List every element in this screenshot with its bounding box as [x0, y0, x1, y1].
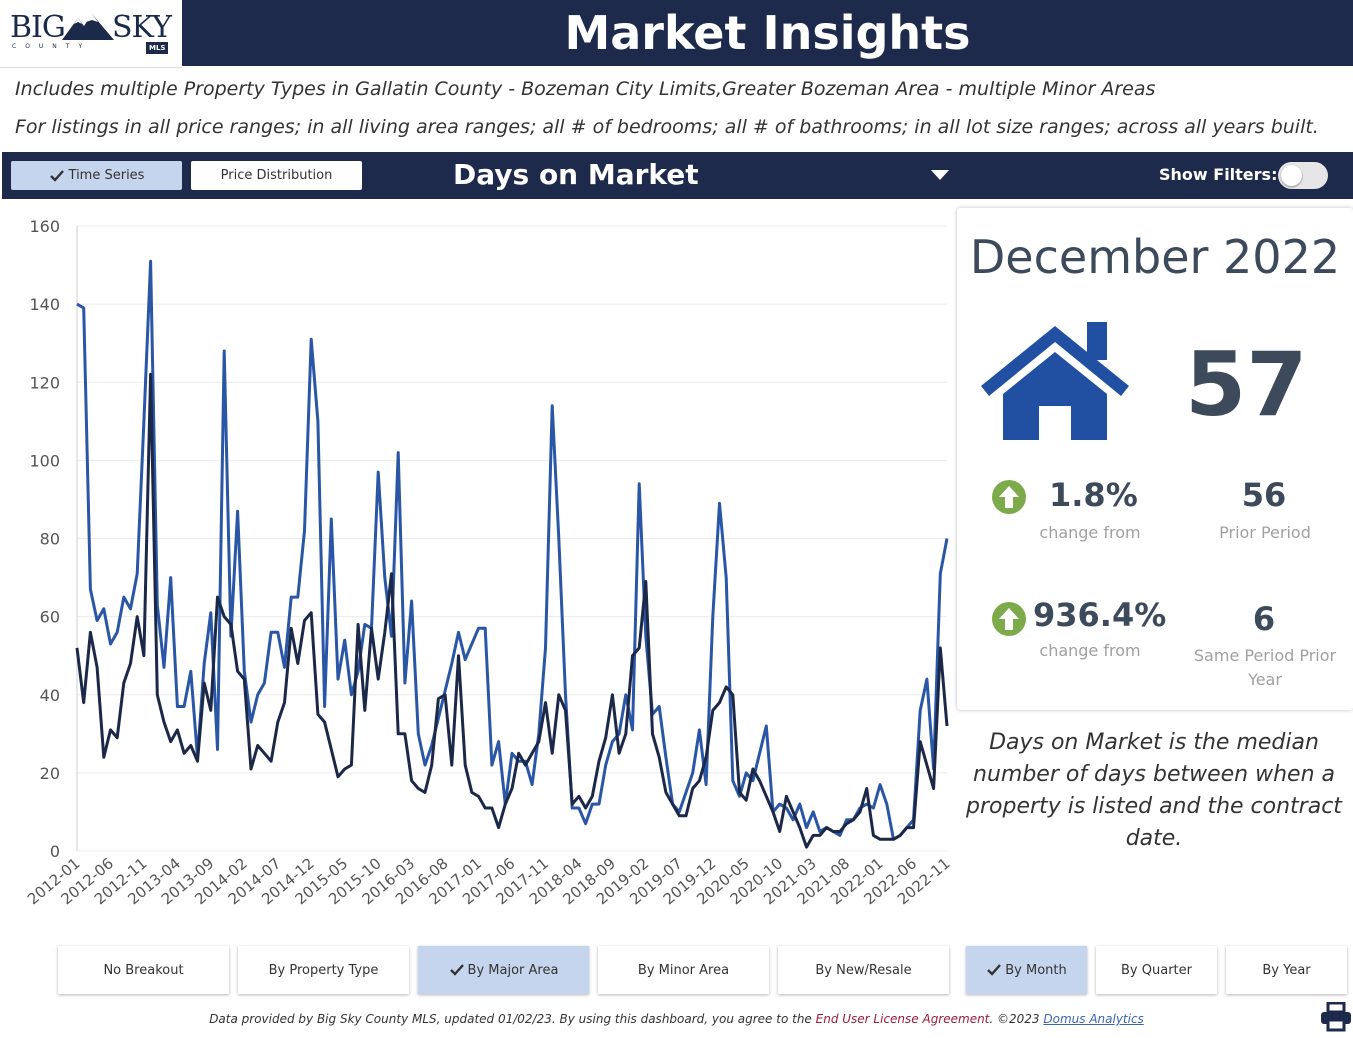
- y-tick-label: 140: [29, 295, 60, 314]
- days-on-market-chart: 0 20 40 60 80 100 120 140 160 2012-012012-062012…: [24, 217, 954, 908]
- y-tick-label: 80: [40, 530, 60, 549]
- by-month-button[interactable]: By Month: [966, 946, 1087, 994]
- metric-label: Days on Market: [453, 158, 699, 191]
- series-line-1: [76, 259, 949, 841]
- y-tick-label: 160: [29, 217, 60, 236]
- chevron-down-icon: [931, 170, 949, 180]
- footer-text: Data provided by Big Sky County MLS, upd…: [209, 1012, 816, 1026]
- button-label: By Quarter: [1121, 962, 1192, 978]
- same-period-prior-year-label: Same Period Prior Year: [1193, 646, 1337, 689]
- arrow-up-icon: [992, 480, 1026, 514]
- change-label: change from: [1039, 523, 1141, 542]
- yoy-change-percent: 936.4%: [1033, 596, 1167, 634]
- y-tick-label: 100: [29, 451, 60, 470]
- print-icon[interactable]: [1320, 1002, 1352, 1032]
- footer-copyright: . ©2023: [989, 1012, 1044, 1026]
- logo-sky: SKY: [112, 10, 172, 45]
- y-tick-label: 120: [29, 373, 60, 392]
- x-axis-ticks: 2012-012012-062012-112013-042013-092014-…: [24, 854, 954, 908]
- filter-summary-line-2: For listings in all price ranges; in all…: [15, 116, 1319, 138]
- page-title: Market Insights: [564, 6, 971, 60]
- no-breakout-button[interactable]: No Breakout: [58, 946, 229, 994]
- eula-link[interactable]: End User License Agreement: [815, 1012, 990, 1026]
- prior-period-label: Prior Period: [1219, 523, 1311, 542]
- checkmark-icon: [449, 964, 464, 976]
- by-quarter-button[interactable]: By Quarter: [1096, 946, 1217, 994]
- domus-analytics-link[interactable]: Domus Analytics: [1043, 1012, 1144, 1026]
- series-line-2: [75, 372, 949, 849]
- metric-definition: Days on Market is the median number of d…: [966, 730, 1342, 851]
- filter-summary-line-1: Includes multiple Property Types in Gall…: [15, 78, 1156, 100]
- by-property-type-button[interactable]: By Property Type: [238, 946, 409, 994]
- y-axis-ticks: 0 20 40 60 80 100 120 140 160: [29, 217, 60, 861]
- mountain-logo-icon: [62, 14, 114, 40]
- change-percent: 1.8%: [1049, 476, 1138, 514]
- button-label: By Minor Area: [637, 962, 730, 978]
- button-label: By Property Type: [268, 962, 379, 978]
- price-distribution-button[interactable]: Price Distribution: [191, 161, 362, 190]
- time-series-button[interactable]: Time Series: [11, 161, 182, 190]
- y-tick-label: 40: [40, 686, 60, 705]
- by-year-button[interactable]: By Year: [1226, 946, 1347, 994]
- yoy-change-label: change from: [1039, 641, 1141, 660]
- price-distribution-label: Price Distribution: [220, 168, 333, 183]
- kpi-card: December 2022 57 1.8% change from 56 Pri…: [957, 208, 1353, 710]
- logo: BIG SKY COUNTY MLS: [0, 0, 182, 68]
- button-label: By Major Area: [467, 962, 559, 978]
- toolbar: Time Series Price Distribution Days on M…: [2, 152, 1353, 199]
- house-icon: [981, 322, 1129, 440]
- checkmark-icon: [987, 964, 1002, 976]
- header: BIG SKY COUNTY MLS Market Insights: [0, 0, 1353, 68]
- metric-dropdown[interactable]: Days on Market: [443, 152, 963, 199]
- same-period-prior-year-value: 6: [1252, 600, 1276, 638]
- show-filters-label: Show Filters:: [1159, 165, 1278, 184]
- chart-series: [75, 259, 949, 849]
- checkmark-icon: [49, 169, 64, 182]
- y-tick-label: 0: [50, 842, 60, 861]
- toggle-knob: [1281, 165, 1302, 186]
- button-label: By Year: [1262, 962, 1311, 978]
- button-label: By New/Resale: [815, 962, 912, 978]
- prior-period-value: 56: [1241, 476, 1287, 514]
- title-bar: Market Insights: [182, 0, 1353, 66]
- kpi-value: 57: [1185, 333, 1308, 436]
- show-filters-toggle[interactable]: [1278, 162, 1328, 189]
- by-minor-area-button[interactable]: By Minor Area: [598, 946, 769, 994]
- footer: Data provided by Big Sky County MLS, upd…: [0, 1012, 1353, 1026]
- button-label: No Breakout: [103, 962, 184, 978]
- logo-mls: MLS: [146, 42, 169, 54]
- logo-county: COUNTY: [12, 43, 92, 50]
- y-tick-label: 20: [40, 764, 60, 783]
- logo-big: BIG: [10, 10, 66, 45]
- time-series-label: Time Series: [68, 168, 145, 183]
- by-major-area-button[interactable]: By Major Area: [418, 946, 589, 994]
- arrow-up-icon: [992, 602, 1026, 636]
- kpi-period: December 2022: [969, 230, 1341, 284]
- y-tick-label: 60: [40, 608, 60, 627]
- button-label: By Month: [1005, 962, 1067, 978]
- by-new-resale-button[interactable]: By New/Resale: [778, 946, 949, 994]
